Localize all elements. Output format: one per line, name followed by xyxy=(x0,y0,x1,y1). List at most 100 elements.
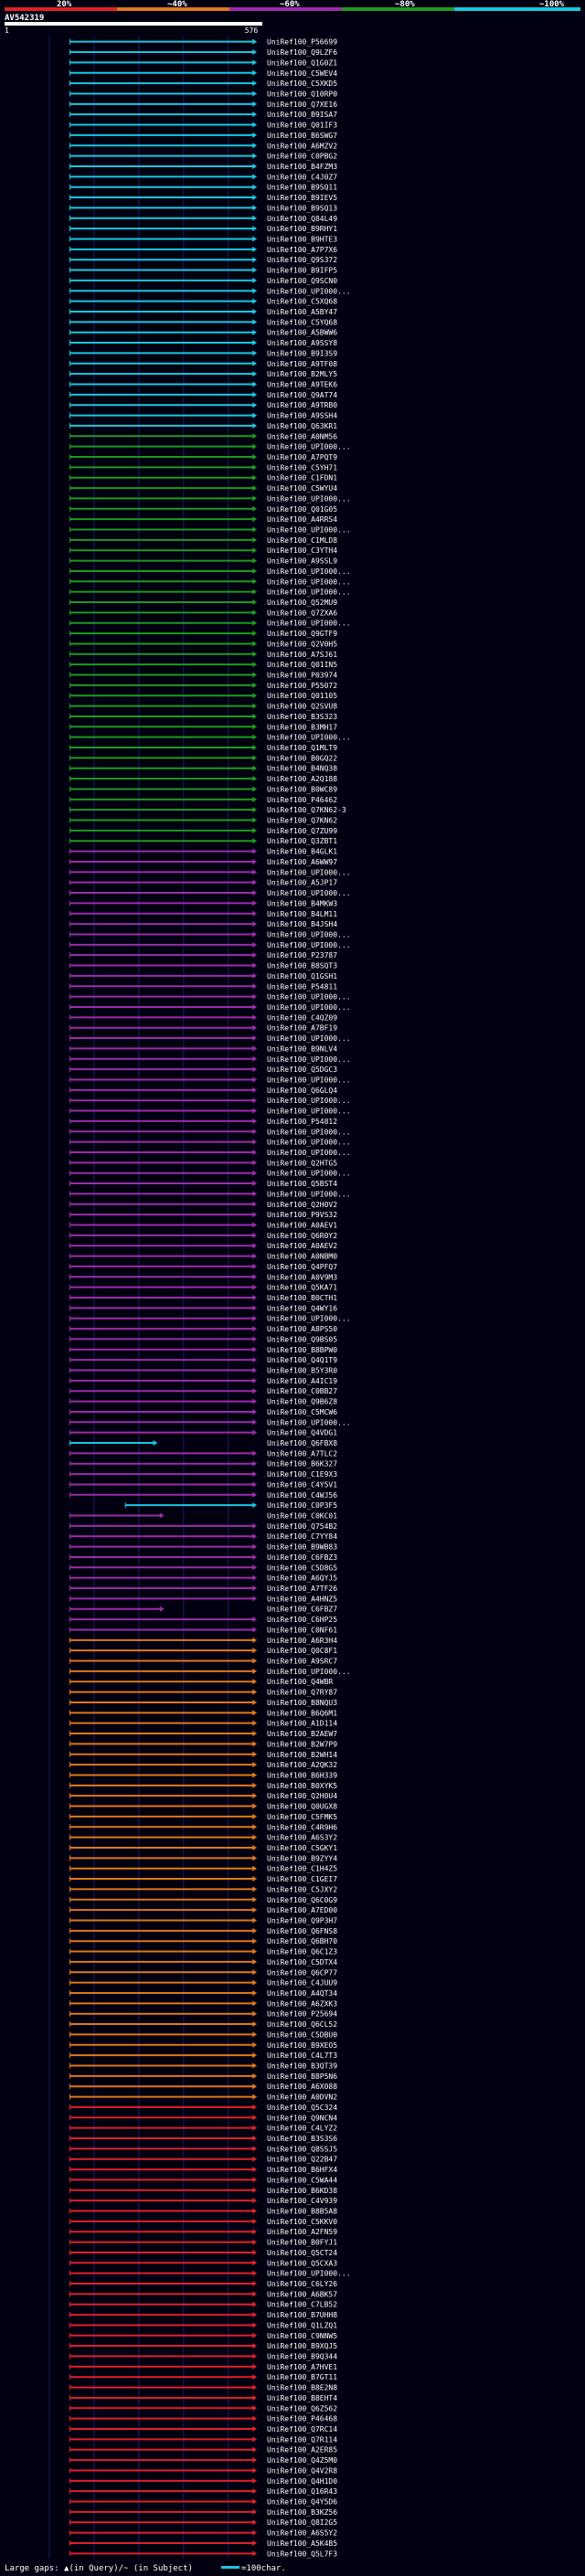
hit-label[interactable]: UniRef100_B0FYJ1 xyxy=(267,2239,337,2247)
hit-row[interactable]: UniRef100_UPI000... xyxy=(69,1149,351,1157)
hit-label[interactable]: UniRef100_B9NLV4 xyxy=(267,1044,337,1053)
hit-label[interactable]: UniRef100_B9RHY1 xyxy=(267,225,337,233)
hit-label[interactable]: UniRef100_Q4PFQ7 xyxy=(267,1263,337,1271)
hit-row[interactable]: UniRef100_C5YH71 xyxy=(69,463,337,472)
hit-label[interactable]: UniRef100_UPI000... xyxy=(267,1668,351,1676)
hit-label[interactable]: UniRef100_Q0UGX8 xyxy=(267,1803,337,1811)
hit-label[interactable]: UniRef100_UPI000... xyxy=(267,1055,351,1064)
hit-row[interactable]: UniRef100_B2WH14 xyxy=(69,1751,337,1759)
hit-label[interactable]: UniRef100_Q7KN62 xyxy=(267,817,337,825)
hit-label[interactable]: UniRef100_UPI000... xyxy=(267,588,351,597)
hit-label[interactable]: UniRef100_UPI000... xyxy=(267,941,351,949)
hit-label[interactable]: UniRef100_Q4H1D0 xyxy=(267,2477,337,2486)
hit-label[interactable]: UniRef100_Q5KA71 xyxy=(267,1284,337,1292)
hit-label[interactable]: UniRef100_UPI000... xyxy=(267,443,351,451)
hit-label[interactable]: UniRef100_A8PS50 xyxy=(267,1325,337,1333)
hit-row[interactable]: UniRef100_Q5CXA3 xyxy=(69,2259,337,2267)
hit-row[interactable]: UniRef100_UPI000... xyxy=(69,1108,351,1116)
hit-row[interactable]: UniRef100_P54811 xyxy=(69,982,337,991)
hit-label[interactable]: UniRef100_C1E9X3 xyxy=(267,1470,337,1479)
hit-label[interactable]: UniRef100_B8SQT3 xyxy=(267,962,337,970)
hit-row[interactable]: UniRef100_Q2HTG5 xyxy=(69,1159,337,1167)
hit-row[interactable]: UniRef100_A2QK32 xyxy=(69,1761,337,1769)
hit-label[interactable]: UniRef100_UPI000... xyxy=(267,1128,351,1136)
hit-label[interactable]: UniRef100_C5WA44 xyxy=(267,2176,337,2184)
hit-label[interactable]: UniRef100_UPI000... xyxy=(267,1190,351,1198)
hit-label[interactable]: UniRef100_P46462 xyxy=(267,796,337,804)
hit-label[interactable]: UniRef100_UPI000... xyxy=(267,578,351,586)
hit-row[interactable]: UniRef100_Q754B2 xyxy=(69,1522,337,1531)
hit-label[interactable]: UniRef100_B8B5A8 xyxy=(267,2208,337,2216)
hit-label[interactable]: UniRef100_Q84L49 xyxy=(267,215,337,223)
hit-label[interactable]: UniRef100_Q5C324 xyxy=(267,2104,337,2112)
hit-row[interactable]: UniRef100_A7BF19 xyxy=(69,1024,337,1033)
hit-label[interactable]: UniRef100_C5JXY2 xyxy=(267,1885,337,1893)
hit-label[interactable]: UniRef100_UPI000... xyxy=(267,2270,351,2278)
hit-row[interactable]: UniRef100_Q6C0G9 xyxy=(69,1896,337,1904)
hit-row[interactable]: UniRef100_A4IC19 xyxy=(69,1377,337,1385)
hit-label[interactable]: UniRef100_C4V939 xyxy=(267,2197,337,2205)
hit-label[interactable]: UniRef100_B3S323 xyxy=(267,713,337,721)
hit-label[interactable]: UniRef100_Q63KR1 xyxy=(267,422,337,430)
hit-label[interactable]: UniRef100_Q01IF3 xyxy=(267,122,337,130)
hit-label[interactable]: UniRef100_A9SSY8 xyxy=(267,339,337,347)
hit-row[interactable]: UniRef100_B4MKW3 xyxy=(69,899,337,907)
hit-row[interactable]: UniRef100_P56699 xyxy=(69,38,337,47)
hit-label[interactable]: UniRef100_C5GKY1 xyxy=(267,1844,337,1852)
hit-label[interactable]: UniRef100_B8EHT4 xyxy=(267,2394,337,2402)
hit-label[interactable]: UniRef100_A7TLC2 xyxy=(267,1449,337,1458)
hit-label[interactable]: UniRef100_Q16R43 xyxy=(267,2487,337,2496)
hit-row[interactable]: UniRef100_C5WEV4 xyxy=(69,69,337,78)
hit-row[interactable]: UniRef100_Q6BH70 xyxy=(69,1937,337,1945)
hit-label[interactable]: UniRef100_A2QK32 xyxy=(267,1761,337,1769)
hit-label[interactable]: UniRef100_Q4VDG1 xyxy=(267,1429,337,1437)
hit-row[interactable]: UniRef100_B9SQ13 xyxy=(69,204,337,212)
hit-label[interactable]: UniRef100_C5MCW6 xyxy=(267,1408,337,1416)
hit-row[interactable]: UniRef100_P55072 xyxy=(69,682,337,690)
hit-row[interactable]: UniRef100_Q4WBR xyxy=(69,1678,333,1686)
hit-row[interactable]: UniRef100_B9XQJ5 xyxy=(69,2342,337,2350)
hit-row[interactable]: UniRef100_C6FBZ7 xyxy=(69,1606,337,1614)
hit-row[interactable]: UniRef100_Q4Y5D6 xyxy=(69,2498,337,2507)
hit-row[interactable]: UniRef100_Q63KR1 xyxy=(69,422,337,430)
hit-label[interactable]: UniRef100_A4QT34 xyxy=(267,1989,337,1998)
hit-row[interactable]: UniRef100_UPI000... xyxy=(69,1034,351,1043)
hit-row[interactable]: UniRef100_Q9SCN0 xyxy=(69,277,337,285)
hit-row[interactable]: UniRef100_B9HTE3 xyxy=(69,235,337,243)
hit-row[interactable]: UniRef100_A6R3H4 xyxy=(69,1637,337,1645)
hit-row[interactable]: UniRef100_Q9S372 xyxy=(69,256,337,264)
hit-label[interactable]: UniRef100_Q1GSH1 xyxy=(267,972,337,981)
hit-row[interactable]: UniRef100_A1D114 xyxy=(69,1720,337,1728)
hit-row[interactable]: UniRef100_Q2V0H5 xyxy=(69,640,337,648)
hit-label[interactable]: UniRef100_Q01G05 xyxy=(267,505,337,514)
hit-row[interactable]: UniRef100_B2W7P9 xyxy=(69,1740,337,1748)
hit-label[interactable]: UniRef100_Q6FNS8 xyxy=(267,1927,337,1935)
hit-row[interactable]: UniRef100_Q16R43 xyxy=(69,2487,337,2496)
hit-label[interactable]: UniRef100_A6R3H4 xyxy=(267,1637,337,1645)
hit-row[interactable]: UniRef100_C5KKV0 xyxy=(69,2218,337,2226)
hit-row[interactable]: UniRef100_A6S3Y2 xyxy=(69,1834,337,1842)
hit-label[interactable]: UniRef100_Q6CL52 xyxy=(267,2020,337,2029)
hit-label[interactable]: UniRef100_UPI000... xyxy=(267,889,351,897)
hit-row[interactable]: UniRef100_UPI000... xyxy=(69,1055,351,1064)
hit-label[interactable]: UniRef100_P25694 xyxy=(267,2010,337,2019)
hit-row[interactable]: UniRef100_B2AEW7 xyxy=(69,1730,337,1738)
hit-row[interactable]: UniRef100_Q7RY87 xyxy=(69,1689,337,1697)
hit-row[interactable]: UniRef100_C5JXY2 xyxy=(69,1885,337,1893)
hit-row[interactable]: UniRef100_C0PBG2 xyxy=(69,153,337,161)
hit-row[interactable]: UniRef100_Q2H0V2 xyxy=(69,1201,337,1209)
hit-label[interactable]: UniRef100_A0AEV1 xyxy=(267,1221,337,1229)
hit-row[interactable]: UniRef100_C0BB27 xyxy=(69,1387,337,1395)
hit-label[interactable]: UniRef100_B9XEO5 xyxy=(267,2041,337,2050)
hit-row[interactable]: UniRef100_UPI000... xyxy=(69,578,351,586)
hit-row[interactable]: UniRef100_Q6FNS8 xyxy=(69,1927,337,1935)
hit-row[interactable]: UniRef100_Q22B47 xyxy=(69,2156,337,2164)
hit-row[interactable]: UniRef100_C5WYU4 xyxy=(69,484,337,493)
hit-row[interactable]: UniRef100_P46462 xyxy=(69,796,337,804)
hit-label[interactable]: UniRef100_B4FZM3 xyxy=(267,163,337,171)
hit-label[interactable]: UniRef100_UPI000... xyxy=(267,1034,351,1043)
hit-label[interactable]: UniRef100_C4QZ09 xyxy=(267,1013,337,1022)
hit-label[interactable]: UniRef100_P54811 xyxy=(267,982,337,991)
hit-label[interactable]: UniRef100_Q9GTF9 xyxy=(267,630,337,638)
hit-row[interactable]: UniRef100_A5BY47 xyxy=(69,308,337,316)
